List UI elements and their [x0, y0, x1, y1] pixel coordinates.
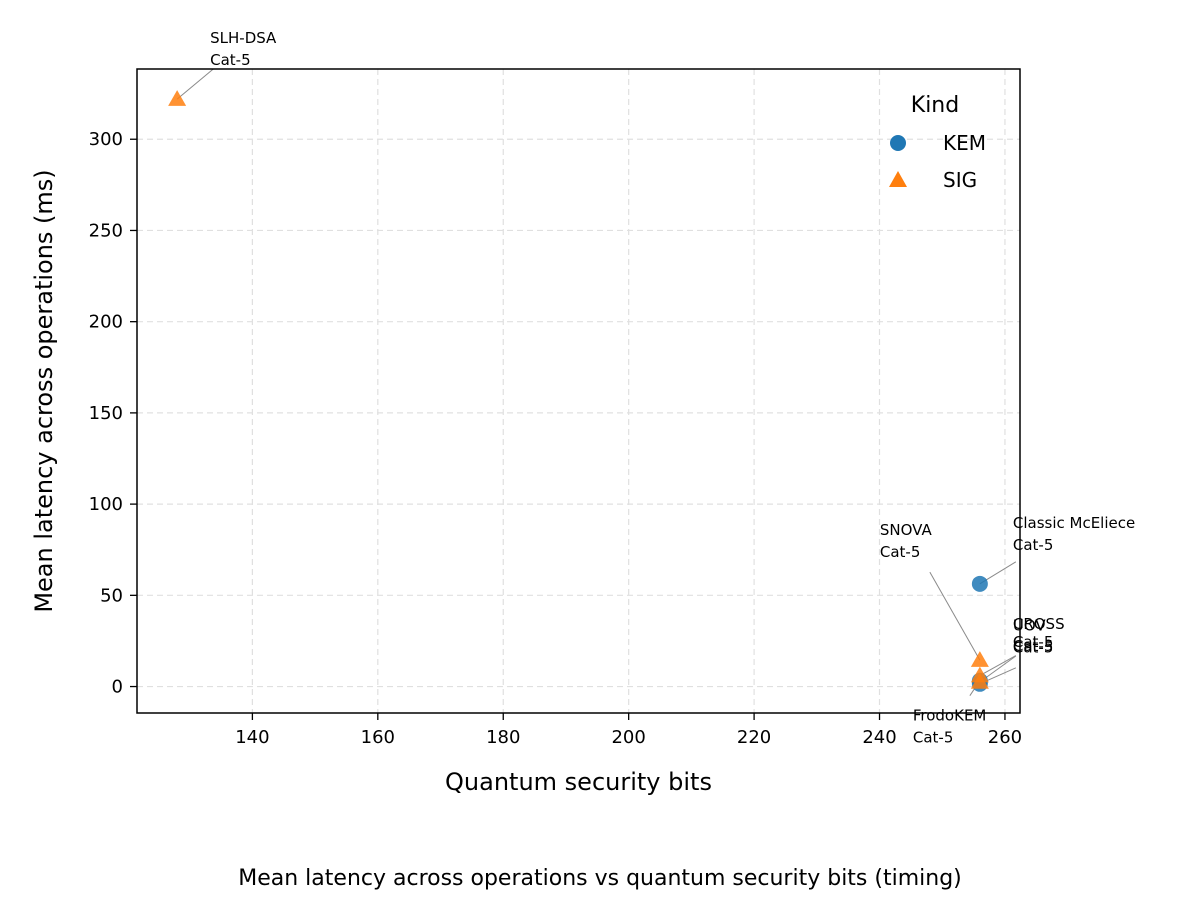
- data-points: [168, 90, 989, 692]
- annotation-line: Cat-5: [1013, 637, 1054, 655]
- figure-caption: Mean latency across operations vs quantu…: [238, 866, 962, 891]
- point-annotation: Classic McEliece Cat-5: [1013, 514, 1135, 554]
- annotation-line: Cat-5: [210, 51, 251, 69]
- point-annotation: SLH-DSA Cat-5: [210, 29, 277, 69]
- x-tick-label: 260: [988, 727, 1022, 748]
- annotation-leader: [176, 68, 214, 100]
- data-point-sig: [168, 90, 187, 106]
- annotation-line: FrodoKEM: [913, 707, 987, 725]
- grid: [137, 69, 1020, 713]
- annotation-line: Cat-5: [880, 543, 921, 561]
- annotation-line: Cat-5: [1013, 639, 1054, 657]
- x-axis-label: Quantum security bits: [445, 768, 712, 796]
- legend: Kind KEM SIG: [889, 93, 986, 192]
- point-annotation: Cat-5: [1013, 633, 1054, 651]
- annotation-line: Cat-5: [1013, 536, 1054, 554]
- y-tick-label: 150: [89, 403, 123, 424]
- y-tick-label: 300: [89, 129, 123, 150]
- axis-ticks: 140 160 180 200 220 240 260 0 50 100 150 200 250 300: [89, 129, 1022, 748]
- point-annotation: SNOVA Cat-5: [880, 521, 933, 561]
- annotation-line: SNOVA: [880, 521, 933, 539]
- x-tick-label: 240: [862, 727, 896, 748]
- y-tick-label: 200: [89, 312, 123, 333]
- x-tick-label: 220: [737, 727, 771, 748]
- legend-label: SIG: [943, 168, 977, 192]
- x-tick-label: 180: [486, 727, 520, 748]
- y-tick-label: 100: [89, 494, 123, 515]
- annotation-line: CROSS: [1013, 615, 1065, 633]
- legend-marker-kem: [890, 135, 906, 151]
- y-axis-label: Mean latency across operations (ms): [30, 169, 58, 612]
- data-point-sig: [970, 651, 989, 667]
- annotation-leader: [979, 655, 1017, 677]
- legend-marker-sig: [889, 171, 907, 187]
- point-annotation: CROSS Cat-5: [1013, 615, 1065, 655]
- plot-frame: [136, 68, 1021, 714]
- data-point-kem: [971, 575, 988, 592]
- y-tick-label: 0: [112, 677, 123, 698]
- x-tick-label: 200: [611, 727, 645, 748]
- annotation-line: Cat-5: [1013, 633, 1054, 651]
- point-annotation: FrodoKEM Cat-5: [913, 707, 987, 747]
- point-annotation: UOV Cat-5: [1013, 617, 1054, 657]
- y-tick-label: 250: [89, 220, 123, 241]
- annotation-line: SLH-DSA: [210, 29, 277, 47]
- data-point-sig: [970, 672, 989, 689]
- annotation-leader: [929, 571, 981, 661]
- annotation-line: UOV: [1013, 617, 1047, 635]
- x-tick-label: 160: [361, 727, 395, 748]
- y-tick-label: 50: [100, 585, 123, 606]
- x-tick-label: 140: [235, 727, 269, 748]
- legend-title: Kind: [911, 93, 959, 118]
- annotation-line: Cat-5: [913, 729, 954, 747]
- annotation-line: Classic McEliece: [1013, 514, 1135, 532]
- legend-label: KEM: [943, 131, 986, 155]
